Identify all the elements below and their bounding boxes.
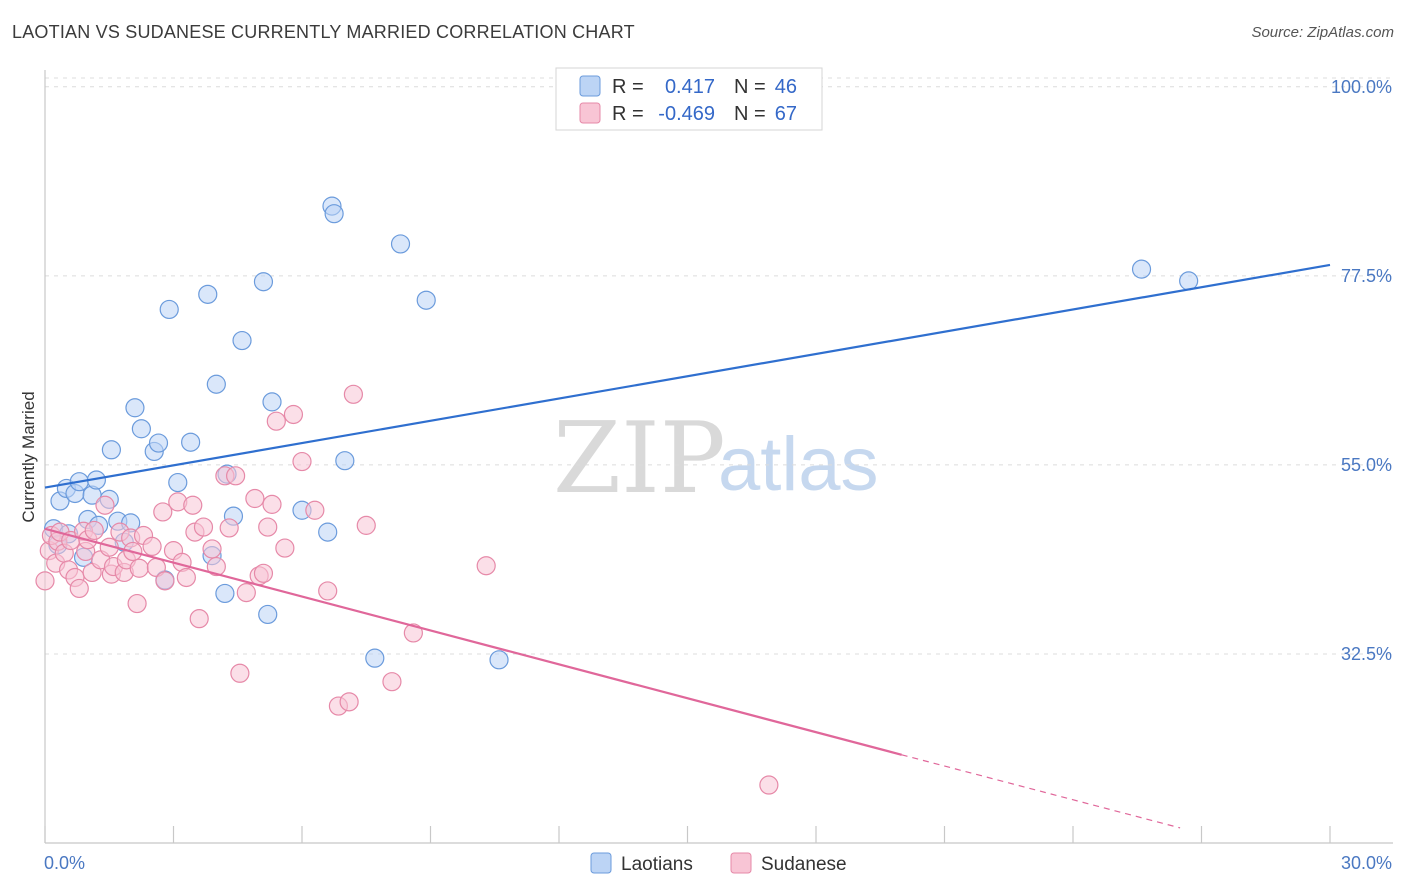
legend-n-value-sudanese: 67	[775, 103, 797, 125]
trend-line-laotians	[44, 263, 1331, 489]
data-point-laotians	[232, 330, 252, 351]
x-tick-label-max: 30.0%	[1341, 853, 1392, 873]
data-point-sudanese	[206, 556, 226, 577]
data-point-sudanese	[142, 536, 162, 557]
watermark-atlas: atlas	[718, 422, 879, 507]
y-axis-label: Currently Married	[19, 391, 38, 522]
y-tick-label: 32.5%	[1341, 644, 1392, 664]
data-point-laotians	[262, 392, 282, 412]
data-point-sudanese	[127, 593, 147, 614]
data-point-sudanese	[202, 539, 222, 559]
series-sudanese	[35, 384, 779, 795]
data-point-laotians	[318, 522, 338, 542]
data-point-sudanese	[95, 495, 115, 515]
data-point-sudanese	[283, 404, 304, 425]
legend-r-value-sudanese: -0.469	[658, 103, 715, 125]
data-point-laotians	[215, 583, 235, 604]
data-point-laotians	[365, 648, 385, 668]
y-tick-label: 55.0%	[1341, 455, 1392, 475]
legend-n-value-laotians: 46	[775, 76, 797, 98]
data-point-laotians	[1179, 271, 1199, 291]
data-point-laotians	[416, 290, 436, 310]
data-point-sudanese	[382, 672, 402, 692]
data-point-sudanese	[155, 571, 175, 591]
data-point-sudanese	[318, 581, 338, 601]
data-point-sudanese	[226, 466, 246, 486]
data-point-laotians	[1131, 259, 1152, 279]
data-point-laotians	[148, 433, 169, 453]
data-point-sudanese	[403, 623, 423, 643]
data-point-sudanese	[35, 571, 55, 591]
legend-r-label-laotians: R =	[612, 76, 644, 98]
data-point-laotians	[131, 419, 151, 439]
data-point-laotians	[198, 284, 218, 304]
data-point-sudanese	[253, 563, 274, 583]
legend-n-label-laotians: N =	[734, 76, 766, 98]
legend-r-label-sudanese: R =	[612, 103, 644, 125]
data-point-laotians	[258, 604, 278, 625]
data-point-sudanese	[193, 517, 214, 537]
stats-legend: R = 0.417 N = 46 R = -0.469 N = 67	[555, 67, 823, 131]
series-legend: Laotians Sudanese	[590, 852, 847, 875]
data-point-laotians	[253, 272, 274, 292]
data-point-sudanese	[176, 567, 196, 588]
data-point-laotians	[335, 451, 355, 471]
y-tick-label: 100.0%	[1331, 77, 1392, 97]
data-point-sudanese	[69, 578, 89, 599]
x-tick-label-min: 0.0%	[44, 853, 85, 873]
watermark: ZIP atlas	[553, 402, 879, 516]
data-point-sudanese	[275, 538, 295, 558]
trend-line-sudanese	[44, 527, 902, 756]
data-point-sudanese	[305, 500, 325, 520]
chart-title: LAOTIAN VS SUDANESE CURRENTLY MARRIED CO…	[12, 22, 635, 42]
data-point-laotians	[390, 234, 411, 254]
y-tick-label: 77.5%	[1341, 266, 1392, 286]
legend-r-value-laotians: 0.417	[665, 76, 715, 98]
data-point-sudanese	[759, 775, 779, 795]
source-label: Source: ZipAtlas.com	[1251, 24, 1394, 41]
data-point-sudanese	[84, 520, 104, 541]
series-legend-label-laotians: Laotians	[621, 854, 693, 875]
trend-line-extension-sudanese	[901, 754, 1181, 829]
data-point-sudanese	[245, 488, 265, 509]
watermark-zip: ZIP	[553, 402, 726, 516]
data-point-laotians	[159, 299, 179, 320]
data-point-sudanese	[153, 502, 173, 522]
x-axis-ticks	[44, 826, 1331, 843]
data-point-sudanese	[339, 692, 359, 712]
data-point-laotians	[125, 398, 145, 418]
trend-lines	[44, 263, 1331, 829]
data-point-laotians	[181, 432, 201, 452]
data-point-sudanese	[476, 556, 496, 576]
y-axis-tick-labels: 32.5% 55.0% 77.5% 100.0%	[1331, 77, 1392, 664]
series-legend-label-sudanese: Sudanese	[761, 854, 847, 875]
data-point-laotians	[101, 440, 121, 460]
series-legend-swatch-laotians	[590, 852, 612, 874]
series-legend-swatch-sudanese	[730, 852, 752, 874]
data-point-sudanese	[266, 411, 286, 431]
data-point-sudanese	[219, 518, 239, 538]
data-point-sudanese	[343, 384, 363, 404]
data-point-laotians	[489, 650, 509, 670]
data-point-sudanese	[129, 558, 149, 578]
data-point-sudanese	[230, 663, 250, 683]
data-point-sudanese	[183, 495, 203, 515]
legend-swatch-laotians	[579, 75, 601, 97]
data-point-sudanese	[189, 609, 209, 629]
data-point-sudanese	[292, 451, 312, 472]
data-point-sudanese	[356, 515, 376, 535]
data-point-sudanese	[262, 494, 282, 514]
legend-swatch-sudanese	[579, 102, 601, 124]
data-point-sudanese	[258, 517, 278, 537]
data-point-sudanese	[236, 583, 256, 603]
data-point-laotians	[206, 374, 226, 394]
gridlines	[45, 77, 1393, 655]
data-point-laotians	[324, 204, 344, 224]
data-point-laotians	[168, 472, 188, 493]
legend-n-label-sudanese: N =	[734, 103, 766, 125]
